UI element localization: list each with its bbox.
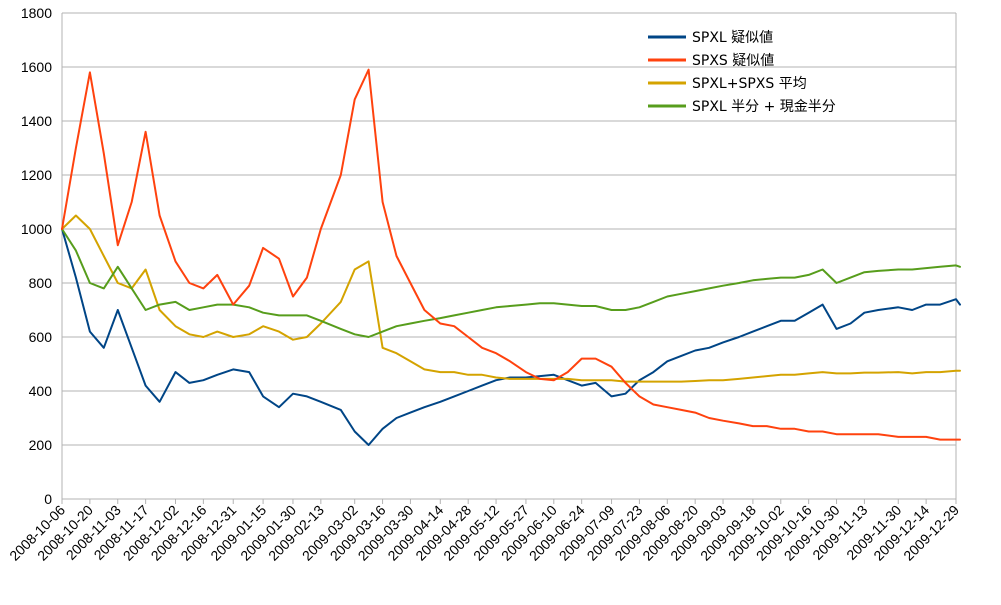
y-tick-label: 800: [29, 275, 53, 291]
y-tick-label: 1400: [21, 113, 52, 129]
y-tick-label: 1200: [21, 167, 52, 183]
y-tick-label: 1000: [21, 221, 52, 237]
legend-item-average: SPXL+SPXS 平均: [648, 76, 807, 92]
y-tick-label: 1600: [21, 59, 52, 75]
series-line-average: [61, 214, 961, 383]
y-axis-tick-labels: 0 200 400 600 800 1000 1200 1400 1600 1800: [21, 5, 52, 507]
legend-label-spxs: SPXS 疑似値: [692, 53, 774, 69]
legend-label-average: SPXL+SPXS 平均: [692, 76, 807, 92]
x-axis-tick-labels: 2008-10-062008-10-202008-11-032008-11-17…: [6, 499, 962, 564]
y-tick-label: 1800: [21, 5, 52, 21]
series-line-half-cash: [61, 228, 961, 338]
y-tick-label: 200: [29, 437, 53, 453]
legend: SPXL 疑似値 SPXS 疑似値 SPXL+SPXS 平均 SPXL 半分 +…: [648, 30, 836, 115]
y-tick-label: 400: [29, 383, 53, 399]
legend-item-spxl: SPXL 疑似値: [648, 30, 773, 46]
series-line-spxs: [61, 68, 961, 441]
legend-label-half-cash: SPXL 半分 + 現金半分: [692, 99, 836, 115]
y-tick-label: 0: [44, 491, 52, 507]
series-line-spxl: [61, 228, 961, 446]
legend-item-half-cash: SPXL 半分 + 現金半分: [648, 99, 836, 115]
legend-item-spxs: SPXS 疑似値: [648, 53, 774, 69]
gridlines: [61, 12, 957, 500]
series-lines: [61, 68, 961, 446]
y-tick-label: 600: [29, 329, 53, 345]
legend-label-spxl: SPXL 疑似値: [692, 30, 773, 46]
